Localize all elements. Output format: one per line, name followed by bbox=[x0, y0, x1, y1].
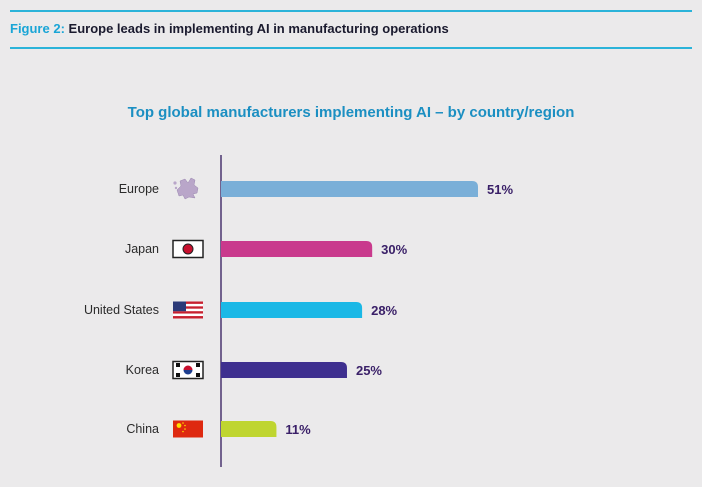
value-label: 51% bbox=[487, 182, 513, 197]
figure-title-text: Europe leads in implementing AI in manuf… bbox=[68, 21, 449, 36]
category-label: Korea bbox=[126, 363, 159, 377]
europe-map-icon bbox=[173, 177, 199, 200]
value-label: 11% bbox=[285, 422, 311, 437]
figure-title: Figure 2: Europe leads in implementing A… bbox=[10, 21, 449, 36]
category-label: Japan bbox=[125, 242, 159, 256]
category-label: Europe bbox=[119, 182, 159, 196]
korea-flag-icon bbox=[172, 360, 204, 380]
us-flag-icon bbox=[173, 301, 203, 319]
japan-flag-icon bbox=[172, 239, 204, 259]
value-label: 25% bbox=[356, 363, 382, 378]
category-label: United States bbox=[84, 303, 159, 317]
category-label: China bbox=[126, 422, 159, 436]
china-flag-icon bbox=[173, 420, 203, 438]
bar-united-states bbox=[221, 302, 363, 318]
bottom-rule bbox=[10, 47, 692, 49]
bar-japan bbox=[221, 241, 373, 257]
value-label: 28% bbox=[371, 303, 397, 318]
value-label: 30% bbox=[381, 242, 407, 257]
bar-europe bbox=[221, 181, 478, 197]
bar-korea bbox=[221, 362, 347, 378]
top-rule bbox=[10, 10, 692, 12]
bar-china bbox=[221, 421, 277, 437]
chart-title: Top global manufacturers implementing AI… bbox=[127, 104, 575, 121]
figure-label: Figure 2: bbox=[10, 21, 65, 36]
